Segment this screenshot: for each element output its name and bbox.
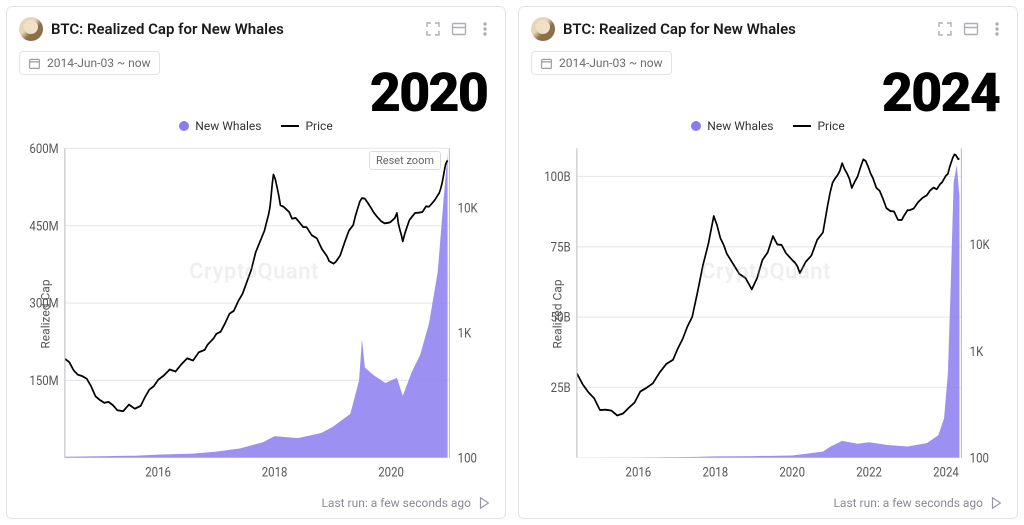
svg-text:2018: 2018 — [702, 465, 728, 480]
svg-text:2020: 2020 — [779, 465, 805, 480]
calendar-icon — [28, 57, 41, 70]
svg-text:100B: 100B — [544, 169, 570, 184]
svg-text:100: 100 — [970, 451, 989, 466]
panel-icon[interactable] — [963, 21, 979, 37]
svg-text:2020: 2020 — [378, 465, 404, 480]
legend-line-icon — [793, 125, 811, 127]
plot-svg: 25B50B75B100B1001K10K2016201820202022202… — [527, 139, 1005, 488]
svg-text:2018: 2018 — [262, 465, 288, 480]
more-icon[interactable] — [989, 21, 1005, 37]
card-title: BTC: Realized Cap for New Whales — [51, 20, 284, 38]
legend-dot-icon — [179, 121, 189, 131]
svg-text:75B: 75B — [551, 240, 571, 255]
y-axis-label: Realized Cap — [551, 279, 565, 348]
last-run-text: Last run: a few seconds ago — [833, 496, 983, 510]
svg-text:1K: 1K — [458, 326, 472, 341]
svg-text:25B: 25B — [551, 380, 571, 395]
svg-text:10K: 10K — [458, 201, 478, 216]
svg-text:2016: 2016 — [145, 465, 171, 480]
card-header: BTC: Realized Cap for New Whales — [7, 7, 505, 45]
calendar-icon — [540, 57, 553, 70]
chart-zone[interactable]: Realized Cap CryptoQuant 150M300M450M600… — [15, 139, 493, 488]
play-icon[interactable] — [989, 496, 1003, 510]
dashboard-wrap: BTC: Realized Cap for New Whales 2014-Ju… — [0, 0, 1024, 525]
plot-svg: 150M300M450M600M1001K10K201620182020 — [15, 139, 493, 488]
panel-icon[interactable] — [451, 21, 467, 37]
header-tools — [425, 21, 493, 37]
svg-text:2022: 2022 — [856, 465, 882, 480]
reset-zoom-button[interactable]: Reset zoom — [369, 151, 441, 170]
fullscreen-icon[interactable] — [937, 21, 953, 37]
chart-zone[interactable]: Realized Cap CryptoQuant 25B50B75B100B10… — [527, 139, 1005, 488]
year-overlay: 2024 — [882, 67, 999, 121]
svg-text:1K: 1K — [970, 344, 984, 359]
date-range-text: 2014-Jun-03 ~ now — [559, 56, 663, 70]
author-avatar[interactable] — [19, 17, 43, 41]
legend-item-whales[interactable]: New Whales — [691, 119, 773, 133]
svg-text:100: 100 — [458, 451, 477, 466]
date-range-picker[interactable]: 2014-Jun-03 ~ now — [19, 51, 160, 75]
date-range-picker[interactable]: 2014-Jun-03 ~ now — [531, 51, 672, 75]
svg-text:2016: 2016 — [626, 465, 652, 480]
last-run-text: Last run: a few seconds ago — [321, 496, 471, 510]
legend-dot-icon — [691, 121, 701, 131]
card-footer: Last run: a few seconds ago — [519, 492, 1017, 518]
date-range-text: 2014-Jun-03 ~ now — [47, 56, 151, 70]
svg-text:450M: 450M — [29, 219, 58, 234]
y-axis-label: Realized Cap — [39, 279, 53, 348]
card-header: BTC: Realized Cap for New Whales — [519, 7, 1017, 45]
year-overlay: 2020 — [370, 67, 487, 121]
header-tools — [937, 21, 1005, 37]
legend-line-icon — [281, 125, 299, 127]
svg-text:600M: 600M — [29, 141, 58, 156]
legend-item-whales[interactable]: New Whales — [179, 119, 261, 133]
chart-card-2020: BTC: Realized Cap for New Whales 2014-Ju… — [6, 6, 506, 519]
legend-item-price[interactable]: Price — [793, 119, 844, 133]
svg-text:10K: 10K — [970, 238, 990, 253]
author-avatar[interactable] — [531, 17, 555, 41]
fullscreen-icon[interactable] — [425, 21, 441, 37]
svg-text:150M: 150M — [29, 373, 58, 388]
legend-item-price[interactable]: Price — [281, 119, 332, 133]
svg-text:2024: 2024 — [933, 465, 959, 480]
more-icon[interactable] — [477, 21, 493, 37]
chart-card-2024: BTC: Realized Cap for New Whales 2014-Ju… — [518, 6, 1018, 519]
card-footer: Last run: a few seconds ago — [7, 492, 505, 518]
play-icon[interactable] — [477, 496, 491, 510]
card-title: BTC: Realized Cap for New Whales — [563, 20, 796, 38]
